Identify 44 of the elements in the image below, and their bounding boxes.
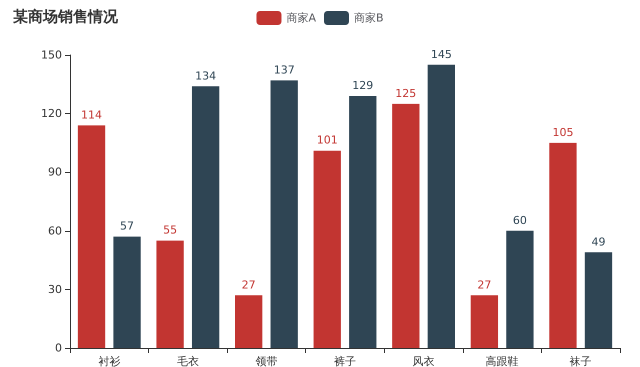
bar	[270, 80, 298, 348]
y-tick-label: 30	[48, 282, 62, 296]
x-tick-label: 高跟鞋	[486, 355, 519, 367]
data-label: 60	[512, 214, 527, 227]
y-tick-label: 150	[41, 48, 62, 62]
bar	[235, 295, 262, 348]
x-tick-label: 毛衣	[176, 355, 199, 367]
bar	[470, 295, 498, 348]
bar	[314, 150, 341, 348]
data-label: 125	[395, 86, 416, 100]
data-label: 134	[195, 69, 216, 82]
data-label: 101	[316, 134, 338, 147]
legend-label: 商家A	[286, 12, 316, 24]
data-label: 114	[81, 108, 102, 122]
data-label: 145	[430, 48, 452, 61]
x-tick-label: 袜子	[570, 355, 592, 367]
data-label: 129	[352, 79, 374, 92]
legend-label: 商家B	[354, 12, 384, 24]
y-tick-label: 90	[48, 166, 62, 179]
y-tick-label: 120	[41, 107, 62, 120]
bar	[113, 236, 141, 348]
bar	[349, 96, 376, 348]
data-label: 105	[552, 126, 574, 139]
data-label: 57	[120, 220, 134, 233]
data-label: 55	[163, 224, 178, 237]
bar	[549, 142, 577, 348]
bar	[78, 125, 106, 348]
bar	[428, 64, 455, 348]
chart-title: 某商场销售情况	[12, 8, 119, 26]
bar	[192, 86, 220, 348]
bar	[584, 252, 612, 348]
y-tick-label: 0	[55, 342, 62, 354]
data-label: 27	[242, 278, 256, 292]
data-label: 27	[477, 278, 492, 292]
bar	[156, 240, 184, 348]
x-tick-label: 风衣	[412, 355, 435, 367]
data-label: 49	[591, 235, 606, 248]
x-tick-label: 衬衫	[98, 355, 120, 367]
y-tick-label: 60	[48, 224, 62, 238]
bar	[506, 230, 534, 348]
x-tick-label: 领带	[255, 355, 278, 367]
data-label: 137	[274, 63, 295, 76]
bar	[392, 104, 420, 348]
x-tick-label: 裤子	[334, 355, 356, 367]
